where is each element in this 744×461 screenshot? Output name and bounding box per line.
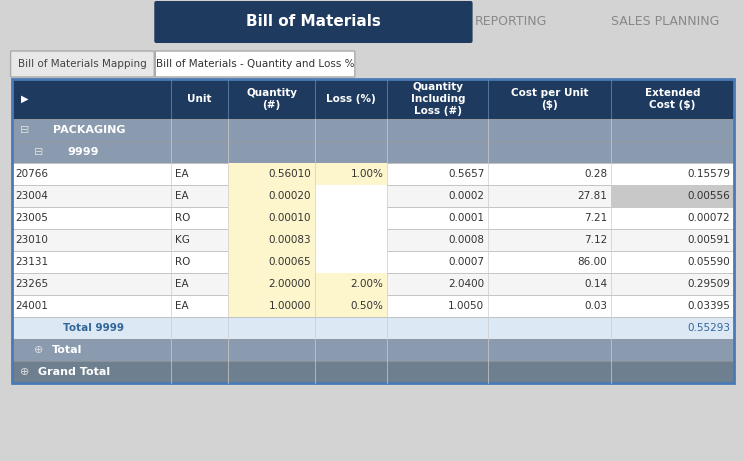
Text: SALES PLANNING: SALES PLANNING — [611, 16, 719, 29]
Text: 0.05590: 0.05590 — [687, 257, 730, 267]
Text: 23004: 23004 — [16, 191, 48, 201]
FancyBboxPatch shape — [12, 119, 734, 141]
Text: Extended
Cost ($): Extended Cost ($) — [645, 88, 700, 110]
Text: 0.0001: 0.0001 — [449, 213, 484, 223]
FancyBboxPatch shape — [154, 1, 472, 43]
Text: 0.03395: 0.03395 — [687, 301, 730, 311]
Text: 0.03: 0.03 — [584, 301, 607, 311]
FancyBboxPatch shape — [12, 361, 734, 383]
FancyBboxPatch shape — [315, 185, 387, 207]
Text: REPORTING: REPORTING — [475, 16, 547, 29]
FancyBboxPatch shape — [155, 51, 355, 77]
Text: ⊕: ⊕ — [19, 367, 29, 377]
Text: 0.00010: 0.00010 — [269, 213, 311, 223]
Text: 0.00083: 0.00083 — [269, 235, 311, 245]
Text: 9999: 9999 — [68, 147, 99, 157]
Text: Quantity
Including
Loss (#): Quantity Including Loss (#) — [411, 83, 465, 116]
Text: EA: EA — [175, 191, 188, 201]
Text: RO: RO — [175, 257, 190, 267]
Text: 23265: 23265 — [16, 279, 48, 289]
Text: 20766: 20766 — [16, 169, 48, 179]
Text: 86.00: 86.00 — [577, 257, 607, 267]
Text: EA: EA — [175, 169, 188, 179]
Text: 23005: 23005 — [16, 213, 48, 223]
Text: 0.5657: 0.5657 — [448, 169, 484, 179]
Text: 0.00072: 0.00072 — [687, 213, 730, 223]
Text: 0.00065: 0.00065 — [269, 257, 311, 267]
Text: 23131: 23131 — [16, 257, 48, 267]
Text: 0.00556: 0.00556 — [687, 191, 730, 201]
Text: Bill of Materials: Bill of Materials — [246, 14, 381, 30]
Text: 0.0008: 0.0008 — [449, 235, 484, 245]
FancyBboxPatch shape — [315, 229, 387, 251]
FancyBboxPatch shape — [315, 295, 387, 317]
FancyBboxPatch shape — [612, 185, 734, 207]
Text: 2.00000: 2.00000 — [269, 279, 311, 289]
Text: Quantity
(#): Quantity (#) — [246, 88, 297, 110]
Text: 7.21: 7.21 — [584, 213, 607, 223]
Text: 2.00%: 2.00% — [350, 279, 383, 289]
Text: 2.0400: 2.0400 — [449, 279, 484, 289]
FancyBboxPatch shape — [12, 295, 734, 317]
Text: ⊟: ⊟ — [19, 125, 29, 135]
Text: Total: Total — [51, 345, 82, 355]
Text: 0.15579: 0.15579 — [687, 169, 730, 179]
Text: 0.29509: 0.29509 — [687, 279, 730, 289]
FancyBboxPatch shape — [12, 339, 734, 361]
FancyBboxPatch shape — [10, 51, 154, 77]
Text: 1.0050: 1.0050 — [449, 301, 484, 311]
Text: 1.00000: 1.00000 — [269, 301, 311, 311]
FancyBboxPatch shape — [228, 207, 315, 229]
Text: 0.0002: 0.0002 — [449, 191, 484, 201]
Text: RO: RO — [175, 213, 190, 223]
Text: Cost per Unit
($): Cost per Unit ($) — [511, 88, 589, 110]
Text: EA: EA — [175, 279, 188, 289]
FancyBboxPatch shape — [228, 273, 315, 295]
Text: 7.12: 7.12 — [584, 235, 607, 245]
Text: Unit: Unit — [187, 94, 211, 104]
FancyBboxPatch shape — [228, 251, 315, 273]
FancyBboxPatch shape — [315, 273, 387, 295]
FancyBboxPatch shape — [12, 79, 734, 119]
FancyBboxPatch shape — [12, 185, 734, 207]
Text: PACKAGING: PACKAGING — [54, 125, 126, 135]
Text: Bill of Materials - Quantity and Loss %: Bill of Materials - Quantity and Loss % — [155, 59, 354, 69]
FancyBboxPatch shape — [12, 163, 734, 185]
Text: Bill of Materials Mapping: Bill of Materials Mapping — [18, 59, 147, 69]
FancyBboxPatch shape — [12, 273, 734, 295]
FancyBboxPatch shape — [12, 141, 734, 163]
Text: Loss (%): Loss (%) — [327, 94, 376, 104]
FancyBboxPatch shape — [315, 163, 387, 185]
FancyBboxPatch shape — [315, 207, 387, 229]
Text: ▶: ▶ — [21, 94, 28, 104]
Text: 27.81: 27.81 — [577, 191, 607, 201]
FancyBboxPatch shape — [12, 317, 734, 339]
FancyBboxPatch shape — [12, 251, 734, 273]
Text: 0.56010: 0.56010 — [269, 169, 311, 179]
Text: 0.00020: 0.00020 — [269, 191, 311, 201]
Text: 23010: 23010 — [16, 235, 48, 245]
FancyBboxPatch shape — [228, 229, 315, 251]
Text: Total 9999: Total 9999 — [63, 323, 124, 333]
Text: 0.28: 0.28 — [584, 169, 607, 179]
Text: KG: KG — [175, 235, 190, 245]
Text: Grand Total: Grand Total — [37, 367, 109, 377]
FancyBboxPatch shape — [12, 207, 734, 229]
FancyBboxPatch shape — [315, 251, 387, 273]
FancyBboxPatch shape — [228, 295, 315, 317]
Text: 1.00%: 1.00% — [350, 169, 383, 179]
Text: 24001: 24001 — [16, 301, 48, 311]
Text: 0.14: 0.14 — [584, 279, 607, 289]
Text: EA: EA — [175, 301, 188, 311]
FancyBboxPatch shape — [228, 185, 315, 207]
FancyBboxPatch shape — [228, 163, 315, 185]
Text: 0.55293: 0.55293 — [687, 323, 730, 333]
Text: ⊕: ⊕ — [33, 345, 43, 355]
Text: 0.00591: 0.00591 — [687, 235, 730, 245]
FancyBboxPatch shape — [12, 229, 734, 251]
Text: 0.50%: 0.50% — [350, 301, 383, 311]
Text: ⊟: ⊟ — [33, 147, 43, 157]
Text: 0.0007: 0.0007 — [449, 257, 484, 267]
